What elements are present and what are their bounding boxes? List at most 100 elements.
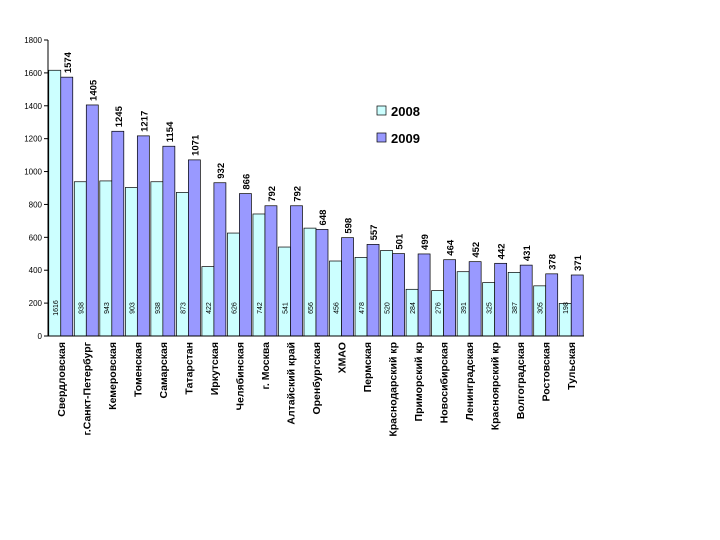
bar-2008: [354, 257, 368, 337]
category-label: г. Москва: [260, 342, 272, 390]
y-tick-label: 1600: [24, 69, 42, 78]
category-label: Красноярский кр: [490, 342, 502, 430]
bar-2008: [329, 260, 342, 337]
legend-label: 2009: [391, 131, 420, 146]
y-axis: 0 200 400 600 800 1000 1200 1400 1600 1800: [24, 36, 49, 341]
x-axis: Свердловская г.Санкт-Петербург Кемеровская…: [48, 335, 584, 437]
legend-swatch: [376, 132, 387, 143]
bar-2009: [111, 130, 125, 337]
data-label-2008: 478: [359, 302, 366, 314]
bar-2009: [417, 253, 431, 337]
data-label-2009: 557: [369, 225, 380, 241]
bar-2008: [380, 250, 393, 337]
data-label-2009: 1217: [139, 111, 150, 132]
data-label-2009: 932: [216, 163, 227, 179]
bar-2009: [392, 253, 405, 337]
category-label: Кемеровская: [107, 342, 119, 410]
data-label-2009: 792: [267, 186, 278, 202]
category-label: Оренбургская: [311, 342, 323, 415]
bars: [48, 69, 584, 337]
data-label-2008: 520: [385, 302, 392, 314]
data-label-2008: 873: [180, 302, 187, 314]
bar-2009: [85, 104, 99, 337]
data-label-2008: 938: [155, 302, 162, 314]
bar-2009: [315, 229, 329, 337]
category-label: Томенская: [132, 342, 144, 397]
category-label: Ростовская: [541, 342, 553, 402]
bar-2009: [443, 259, 456, 337]
data-label-2008: 656: [308, 302, 315, 314]
category-label: Алтайский край: [285, 342, 297, 425]
data-label-2009: 1071: [190, 134, 201, 156]
category-label: Волгоградская: [515, 342, 527, 419]
data-label-2009: 866: [241, 174, 252, 190]
bar-2009: [519, 264, 533, 337]
data-label-2008: 387: [512, 302, 519, 314]
y-tick-label: 400: [29, 266, 43, 275]
y-tick-label: 1800: [24, 36, 42, 45]
data-label-2009: 501: [395, 233, 406, 250]
bar-2009: [239, 193, 252, 337]
data-label-2009: 378: [548, 254, 559, 270]
bar-2009: [570, 274, 584, 337]
data-label-2008: 938: [78, 302, 85, 314]
bar-2008: [252, 213, 266, 337]
data-label-2009: 1154: [165, 121, 176, 142]
y-tick-label: 0: [38, 332, 43, 341]
bar-2008: [201, 266, 215, 337]
bar-2009: [264, 205, 278, 337]
data-label-2009: 1405: [88, 79, 99, 101]
data-label-2009: 1245: [114, 105, 125, 127]
category-label: Тульская: [566, 342, 578, 390]
data-label-2008: 903: [129, 302, 136, 314]
data-label-2008: 943: [104, 302, 111, 314]
data-label-2008: 391: [461, 302, 468, 314]
bar-2009: [188, 159, 201, 337]
data-label-2009: 442: [497, 243, 508, 259]
data-label-2008: 198: [563, 302, 570, 314]
data-label-2009: 452: [471, 242, 482, 258]
legend-label: 2008: [391, 104, 420, 119]
category-label: Пермская: [362, 342, 374, 392]
bar-2009: [341, 237, 354, 337]
data-label-2008: 422: [206, 302, 213, 314]
data-label-2009: 371: [573, 254, 584, 271]
bar-2009: [162, 145, 176, 337]
y-tick-label: 1000: [24, 168, 42, 177]
data-label-2009: 499: [420, 234, 431, 250]
bar-2008: [303, 227, 317, 337]
bar-2009: [213, 182, 227, 337]
bar-2009: [136, 135, 150, 337]
category-label: ХМАО: [337, 342, 349, 373]
category-label: Приморский кр: [413, 342, 425, 421]
bar-2009: [545, 273, 559, 337]
bar-2008: [227, 232, 240, 337]
data-label-2008: 284: [410, 302, 417, 314]
bar-2009: [60, 76, 74, 337]
data-label-2008: 456: [334, 302, 341, 314]
bar-2008: [48, 69, 62, 337]
bar-2009: [290, 205, 303, 337]
category-label: Челябинская: [234, 342, 246, 410]
legend-swatch: [376, 105, 387, 116]
category-label: Ленинградская: [464, 342, 476, 421]
data-label-2009: 648: [318, 210, 329, 226]
data-label-2009: 792: [292, 186, 303, 202]
data-label-2008: 1616: [53, 300, 60, 316]
y-tick-label: 200: [29, 299, 43, 308]
data-label-2008: 626: [231, 302, 238, 314]
y-tick-label: 800: [29, 200, 43, 209]
data-label-2008: 305: [538, 302, 545, 314]
data-label-2009: 464: [446, 239, 457, 256]
y-tick-label: 1400: [24, 102, 42, 111]
data-label-2008: 276: [436, 302, 443, 314]
category-label: Новосибирская: [439, 342, 451, 423]
category-label: Краснодарский кр: [388, 342, 400, 437]
y-tick-label: 600: [29, 233, 43, 242]
y-tick-label: 1200: [24, 135, 42, 144]
category-label: Самарская: [158, 342, 170, 399]
data-label-2008: 325: [487, 302, 494, 314]
bar-2009: [468, 261, 482, 337]
data-label-2009: 598: [344, 218, 355, 234]
